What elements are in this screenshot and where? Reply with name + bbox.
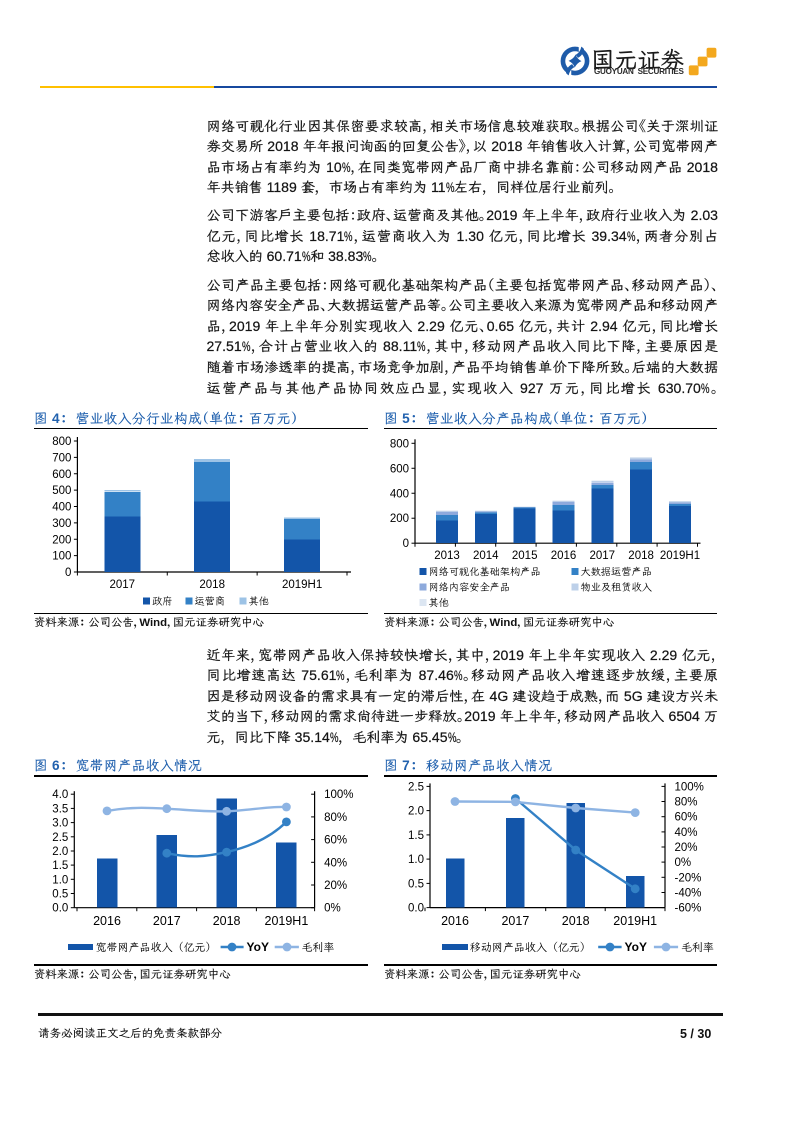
svg-text:1.0: 1.0 — [408, 854, 424, 866]
svg-text:2.5: 2.5 — [52, 832, 68, 844]
svg-text:2019H1: 2019H1 — [265, 914, 309, 928]
svg-text:2018: 2018 — [199, 579, 225, 591]
svg-text:0.5: 0.5 — [408, 878, 424, 890]
svg-text:2013: 2013 — [434, 550, 460, 562]
svg-text:2019H1: 2019H1 — [282, 579, 322, 591]
svg-text:800: 800 — [52, 436, 71, 448]
svg-text:2017: 2017 — [110, 579, 136, 591]
svg-text:1.5: 1.5 — [408, 830, 424, 842]
svg-text:2.0: 2.0 — [52, 846, 68, 858]
svg-text:2.0: 2.0 — [408, 806, 424, 818]
svg-text:运营商: 运营商 — [195, 596, 226, 608]
svg-text:700: 700 — [52, 452, 71, 464]
svg-text:-20%: -20% — [674, 872, 701, 884]
svg-text:2018: 2018 — [628, 550, 654, 562]
svg-text:宽带网产品收入（亿元）: 宽带网产品收入（亿元） — [96, 941, 217, 954]
svg-text:2019H1: 2019H1 — [659, 550, 699, 562]
svg-text:4.0: 4.0 — [52, 789, 68, 801]
svg-text:2017: 2017 — [153, 914, 181, 928]
svg-text:200: 200 — [389, 513, 408, 525]
svg-text:其他: 其他 — [249, 597, 269, 608]
svg-text:0.0: 0.0 — [408, 903, 424, 915]
svg-text:2017: 2017 — [589, 550, 615, 562]
svg-text:0.5: 0.5 — [52, 889, 68, 901]
svg-text:2015: 2015 — [511, 550, 537, 562]
svg-text:40%: 40% — [324, 857, 347, 869]
svg-text:移动网产品收入（亿元）: 移动网产品收入（亿元） — [469, 941, 590, 954]
svg-text:2018: 2018 — [561, 914, 589, 928]
svg-text:600: 600 — [52, 469, 71, 481]
svg-text:400: 400 — [389, 488, 408, 500]
svg-text:2016: 2016 — [550, 550, 576, 562]
svg-text:政府: 政府 — [152, 597, 173, 608]
svg-text:0%: 0% — [324, 903, 341, 915]
svg-text:-60%: -60% — [674, 903, 701, 915]
svg-text:40%: 40% — [674, 827, 697, 839]
svg-text:100: 100 — [52, 551, 71, 563]
svg-text:0%: 0% — [674, 857, 691, 869]
svg-text:20%: 20% — [674, 842, 697, 854]
svg-text:YoY: YoY — [247, 940, 269, 954]
svg-text:3.5: 3.5 — [52, 803, 68, 815]
svg-text:1.0: 1.0 — [52, 874, 68, 886]
svg-text:300: 300 — [52, 518, 71, 530]
svg-text:200: 200 — [52, 534, 71, 546]
svg-text:80%: 80% — [674, 797, 697, 809]
svg-text:-40%: -40% — [674, 887, 701, 899]
svg-text:2014: 2014 — [473, 550, 499, 562]
svg-text:2018: 2018 — [213, 914, 241, 928]
svg-text:1.5: 1.5 — [52, 860, 68, 872]
svg-text:2019H1: 2019H1 — [613, 914, 657, 928]
svg-text:400: 400 — [52, 502, 71, 514]
svg-text:2016: 2016 — [93, 914, 121, 928]
svg-text:物业及租赁收入: 物业及租赁收入 — [580, 582, 652, 594]
svg-text:网络内容安全产品: 网络内容安全产品 — [428, 583, 510, 594]
svg-text:毛利率: 毛利率 — [681, 942, 714, 954]
svg-text:3.0: 3.0 — [52, 818, 68, 830]
svg-text:800: 800 — [389, 438, 408, 450]
svg-text:2.5: 2.5 — [408, 781, 424, 793]
svg-text:500: 500 — [52, 485, 71, 497]
svg-text:0.0: 0.0 — [52, 903, 68, 915]
svg-text:大数据运营产品: 大数据运营产品 — [580, 566, 651, 578]
svg-text:0: 0 — [402, 538, 408, 550]
svg-text:600: 600 — [389, 463, 408, 475]
svg-text:2016: 2016 — [441, 914, 469, 928]
svg-text:60%: 60% — [324, 835, 347, 847]
svg-text:YoY: YoY — [624, 940, 646, 954]
svg-text:网络可视化基础架构产品: 网络可视化基础架构产品 — [428, 566, 540, 578]
svg-text:其他: 其他 — [428, 598, 448, 609]
svg-text:100%: 100% — [674, 781, 703, 793]
svg-text:0: 0 — [65, 567, 71, 579]
svg-text:100%: 100% — [324, 789, 353, 801]
svg-text:80%: 80% — [324, 812, 347, 824]
svg-text:毛利率: 毛利率 — [302, 942, 335, 954]
svg-text:60%: 60% — [674, 812, 697, 824]
svg-text:20%: 20% — [324, 880, 347, 892]
svg-text:2017: 2017 — [501, 914, 529, 928]
